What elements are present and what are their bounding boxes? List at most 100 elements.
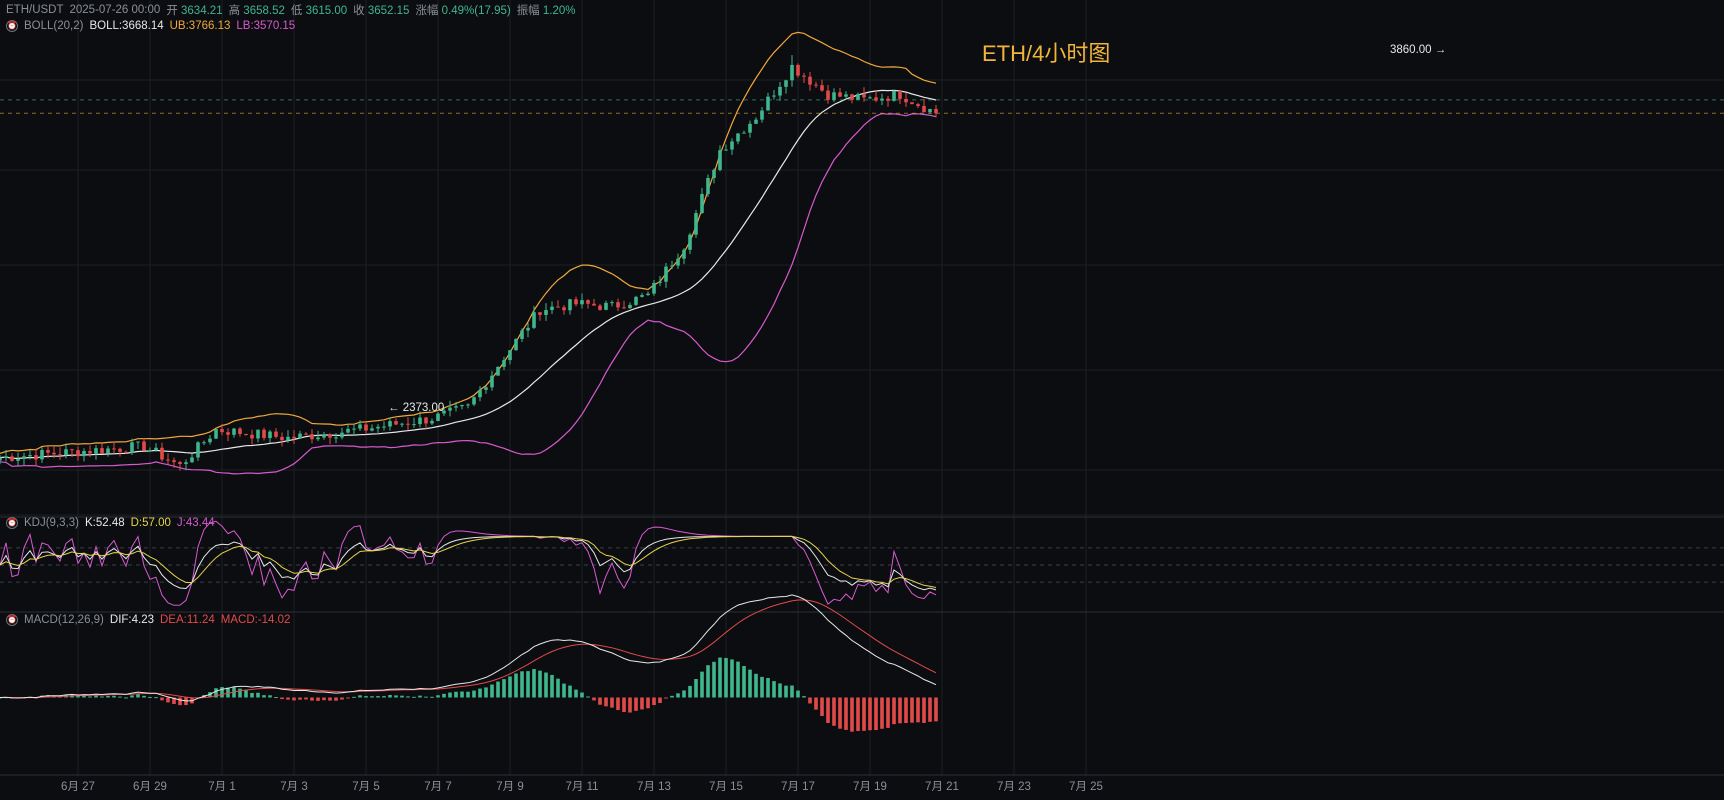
candle xyxy=(844,94,848,97)
candle xyxy=(856,94,860,100)
macd-bar xyxy=(772,681,776,698)
macd-bar xyxy=(160,697,164,701)
amp-label: 振幅 xyxy=(516,5,540,17)
macd-bar xyxy=(856,697,860,731)
macd-bar xyxy=(550,674,554,698)
macd-name: MACD(12,26,9) xyxy=(24,614,104,626)
candle xyxy=(862,94,866,98)
macd-bar xyxy=(778,683,782,698)
candle xyxy=(592,303,596,306)
macd-bar xyxy=(766,678,770,698)
macd-bar xyxy=(580,692,584,698)
candle xyxy=(508,350,512,361)
macd-dif: DIF:4.23 xyxy=(109,614,154,626)
low-value: 3615.00 xyxy=(305,5,348,17)
alarm-icon[interactable]: ⏰ xyxy=(6,517,18,529)
candle xyxy=(364,424,368,431)
candle xyxy=(316,437,320,440)
candle xyxy=(730,141,734,150)
macd-bar xyxy=(484,687,488,698)
candle xyxy=(652,282,656,294)
alarm-icon[interactable]: ⏰ xyxy=(6,614,18,626)
macd-bar xyxy=(226,687,230,698)
candle xyxy=(286,436,290,441)
kdj-name: KDJ(9,3,3) xyxy=(24,517,79,529)
macd-bar xyxy=(436,695,440,698)
macd-bar xyxy=(688,685,692,698)
candle xyxy=(754,119,758,124)
kdj-legend: ⏰ KDJ(9,3,3) K:52.48 D:57.00 J:43.44 xyxy=(6,515,215,531)
candle xyxy=(298,433,302,439)
candle xyxy=(832,92,836,100)
candle xyxy=(202,442,206,444)
macd-bar xyxy=(268,695,272,698)
x-tick-label: 7月 15 xyxy=(709,781,743,793)
high-value: 3658.52 xyxy=(243,5,285,17)
macd-bar xyxy=(562,683,566,698)
change-label: 涨幅 xyxy=(415,5,439,17)
candle xyxy=(520,330,524,340)
candle xyxy=(172,460,176,463)
macd-bar xyxy=(382,696,386,698)
candle xyxy=(142,441,146,451)
candle xyxy=(724,149,728,151)
candle xyxy=(556,306,560,308)
low-annotation: ← 2373.00 xyxy=(388,402,445,414)
candle xyxy=(874,97,878,101)
x-tick-label: 7月 5 xyxy=(352,781,380,793)
alarm-icon[interactable]: ⏰ xyxy=(6,20,18,32)
candle xyxy=(490,375,494,388)
candle xyxy=(148,450,152,452)
candle xyxy=(340,432,344,438)
macd-bar xyxy=(808,697,812,704)
candle xyxy=(694,213,698,235)
macd-dif-line xyxy=(0,594,937,702)
candle xyxy=(304,433,308,435)
candle xyxy=(610,302,614,304)
candle xyxy=(814,84,818,86)
candle xyxy=(802,75,806,77)
macd-bar xyxy=(724,657,728,698)
boll-ub: UB:3766.13 xyxy=(169,20,231,32)
macd-bar xyxy=(850,697,854,732)
macd-bar xyxy=(118,696,122,698)
candle xyxy=(478,389,482,398)
macd-bar xyxy=(400,695,404,698)
candle xyxy=(358,424,362,429)
macd-bar xyxy=(106,695,110,698)
macd-bar xyxy=(742,666,746,698)
macd-bar xyxy=(274,696,278,698)
candle xyxy=(0,457,2,461)
macd-bar xyxy=(898,697,902,724)
macd-bar xyxy=(430,696,434,698)
macd-bar xyxy=(352,696,356,698)
macd-bar xyxy=(802,696,806,698)
candle xyxy=(790,64,794,81)
macd-bar xyxy=(532,669,536,698)
macd-bar xyxy=(676,693,680,698)
macd-bar xyxy=(610,697,614,708)
candle xyxy=(430,420,434,424)
macd-bar xyxy=(142,695,146,698)
boll-lower-line xyxy=(0,112,937,475)
candle xyxy=(106,448,110,454)
candle xyxy=(328,434,332,438)
candle xyxy=(760,110,764,120)
macd-bar xyxy=(340,697,344,700)
macd-bar xyxy=(412,696,416,698)
macd-bar xyxy=(238,688,242,698)
macd-bar xyxy=(130,695,134,698)
x-tick-label: 7月 19 xyxy=(853,781,887,793)
macd-bar xyxy=(262,695,266,698)
x-tick-label: 7月 9 xyxy=(496,781,524,793)
macd-bar xyxy=(472,690,476,698)
candle xyxy=(646,293,650,296)
macd-bar xyxy=(556,678,560,698)
macd-bar xyxy=(460,691,464,698)
macd-bar xyxy=(634,697,638,711)
candle xyxy=(484,387,488,390)
candle xyxy=(742,132,746,134)
x-tick-label: 7月 17 xyxy=(781,781,815,793)
x-tick-label: 7月 25 xyxy=(1069,781,1103,793)
